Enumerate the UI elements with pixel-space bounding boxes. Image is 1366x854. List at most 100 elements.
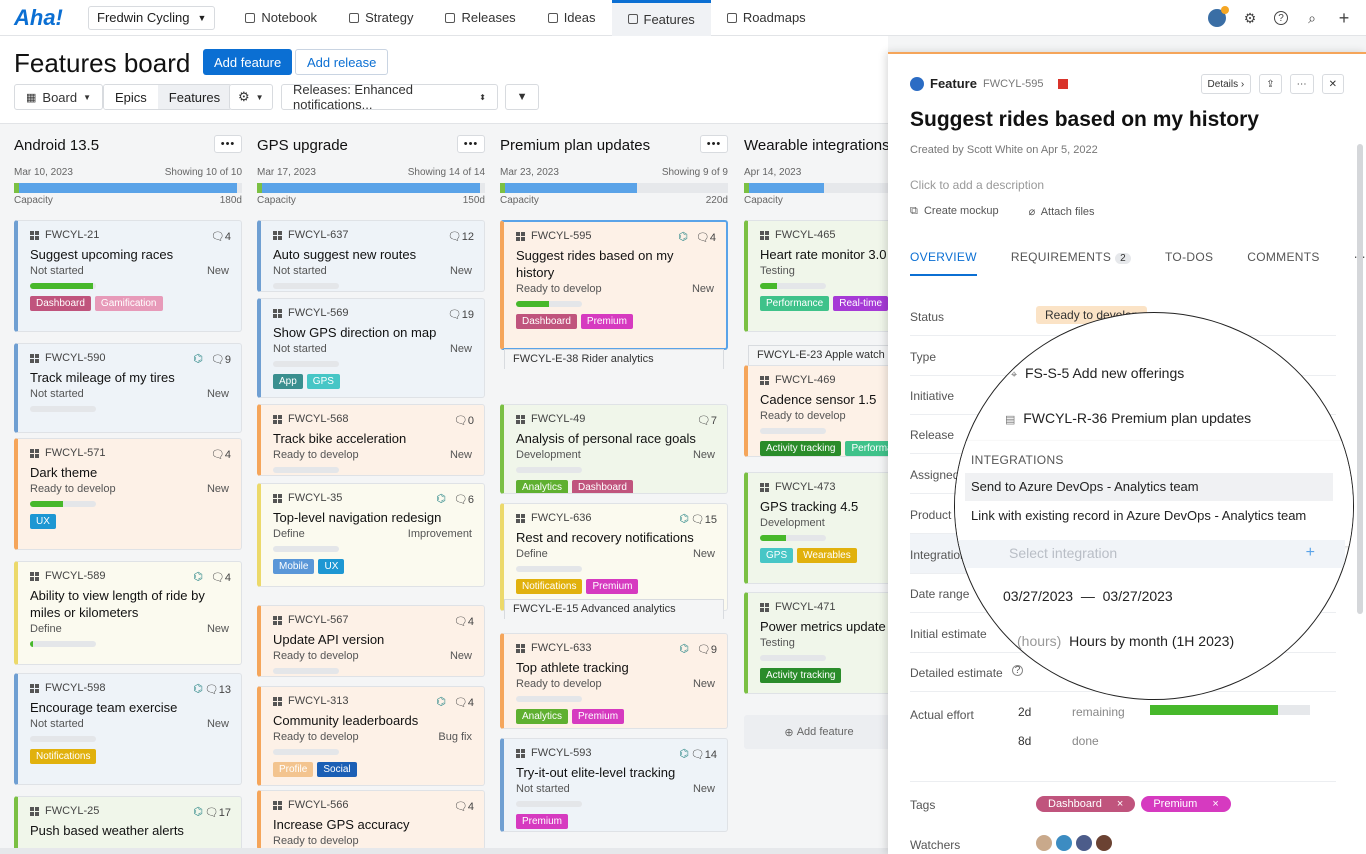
feature-card[interactable]: FWCYL-313 ⌬ 🗨4 Community leaderboards Ready … <box>257 686 485 786</box>
card-title[interactable]: Increase GPS accuracy <box>273 817 410 832</box>
feature-card[interactable]: FWCYL-465 Heart rate monitor 3.0 Testing Pe… <box>744 220 888 332</box>
features-toggle[interactable]: Features <box>157 85 232 109</box>
comment-count[interactable]: 🗨4 <box>696 231 716 244</box>
tag[interactable]: UX <box>30 514 56 529</box>
feature-card[interactable]: FWCYL-636 ⌬ 🗨15 Rest and recovery notificat… <box>500 503 728 611</box>
dependency-icon[interactable]: ⌬ <box>193 571 203 583</box>
comment-count[interactable]: 🗨7 <box>697 414 717 427</box>
tag[interactable]: Gamification <box>94 296 163 311</box>
comment-count[interactable]: 🗨15 <box>691 513 717 526</box>
dependency-icon[interactable]: ⌬ <box>679 513 689 525</box>
tab-todos[interactable]: TO-DOS <box>1165 250 1214 264</box>
card-title[interactable]: Push based weather alerts <box>30 823 184 838</box>
tag[interactable]: Analytics <box>516 480 569 493</box>
dependency-icon[interactable]: ⌬ <box>678 231 688 243</box>
epic-group-header[interactable]: FWCYL-E-23 Apple watch <box>748 345 888 365</box>
add-release-button[interactable]: Add release <box>295 49 389 75</box>
board-view-dropdown[interactable]: ▦ Board ▼ <box>14 84 104 110</box>
add-feature-button[interactable]: Add feature <box>203 49 293 75</box>
card-title[interactable]: Suggest rides based on my history <box>516 248 674 280</box>
tag[interactable]: Premium <box>572 709 625 724</box>
plus-icon[interactable]: + <box>1338 7 1350 28</box>
comment-count[interactable]: 🗨17 <box>205 806 231 819</box>
card-id[interactable]: FWCYL-598 <box>45 682 106 694</box>
card-title[interactable]: Suggest upcoming races <box>30 247 174 262</box>
card-id[interactable]: FWCYL-49 <box>531 413 586 425</box>
column-title[interactable]: Premium plan updates <box>500 137 651 154</box>
card-id[interactable]: FWCYL-569 <box>288 307 349 319</box>
card-id[interactable]: FWCYL-471 <box>775 601 836 613</box>
card-id[interactable]: FWCYL-636 <box>531 512 592 524</box>
tag[interactable]: Premium <box>586 579 639 594</box>
card-id[interactable]: FWCYL-590 <box>45 352 106 364</box>
feature-card[interactable]: FWCYL-590 ⌬ 🗨9 Track mileage of my tires Not… <box>14 343 242 433</box>
select-integration-input[interactable]: Select integration + <box>955 540 1345 568</box>
card-id[interactable]: FWCYL-473 <box>775 481 836 493</box>
tag[interactable]: Profile <box>273 762 314 777</box>
close-icon[interactable]: ✕ <box>1321 74 1344 94</box>
more-options-icon[interactable]: ⋯ <box>1289 74 1314 94</box>
feature-card[interactable]: FWCYL-633 ⌬ 🗨9 Top athlete tracking Ready to… <box>500 633 728 729</box>
send-to-azure-option[interactable]: Send to Azure DevOps - Analytics team <box>965 473 1333 501</box>
tag[interactable]: Wearables <box>797 548 857 563</box>
attach-files-button[interactable]: ⌀ Attach files <box>1029 205 1095 218</box>
card-id[interactable]: FWCYL-465 <box>775 229 836 241</box>
column-title[interactable]: GPS upgrade <box>257 137 348 154</box>
card-id[interactable]: FWCYL-313 <box>288 695 349 707</box>
comment-count[interactable]: 🗨4 <box>211 448 231 461</box>
details-button[interactable]: Details › <box>1200 74 1252 94</box>
workspace-selector[interactable]: Fredwin Cycling ▼ <box>88 5 216 30</box>
feature-title[interactable]: Suggest rides based on my history <box>910 108 1259 131</box>
card-id[interactable]: FWCYL-595 <box>531 230 592 242</box>
tag[interactable]: Notifications <box>516 579 583 594</box>
user-avatar[interactable] <box>1208 6 1229 27</box>
dependency-icon[interactable]: ⌬ <box>193 806 203 818</box>
card-title[interactable]: Heart rate monitor 3.0 <box>760 247 887 262</box>
card-title[interactable]: Rest and recovery notifications <box>516 530 694 545</box>
description-placeholder[interactable]: Click to add a description <box>910 178 1045 192</box>
feature-tag[interactable]: Premium × <box>1141 796 1231 812</box>
more-options-icon[interactable]: ••• <box>214 135 242 153</box>
link-azure-record-option[interactable]: Link with existing record in Azure DevOp… <box>971 508 1307 523</box>
feature-card[interactable]: FWCYL-21 🗨4 Suggest upcoming races Not star… <box>14 220 242 332</box>
column-title[interactable]: Wearable integrations <box>744 137 888 154</box>
share-icon[interactable]: ⇪ <box>1259 74 1282 94</box>
card-id[interactable]: FWCYL-25 <box>45 805 100 817</box>
comment-count[interactable]: 🗨6 <box>454 493 474 506</box>
card-id[interactable]: FWCYL-568 <box>288 413 349 425</box>
epics-toggle[interactable]: Epics <box>104 85 158 109</box>
dependency-icon[interactable]: ⌬ <box>436 493 446 505</box>
feature-card[interactable]: FWCYL-571 🗨4 Dark theme Ready to develop New… <box>14 438 242 550</box>
card-id[interactable]: FWCYL-593 <box>531 747 592 759</box>
feature-card[interactable]: FWCYL-566 🗨4 Increase GPS accuracy Ready to… <box>257 790 485 850</box>
tag[interactable]: Dashboard <box>30 296 91 311</box>
help-icon[interactable]: ? <box>1012 665 1023 676</box>
comment-count[interactable]: 🗨4 <box>211 571 231 584</box>
feature-card[interactable]: FWCYL-49 🗨7 Analysis of personal race goal… <box>500 404 728 494</box>
dependency-icon[interactable]: ⌬ <box>193 353 203 365</box>
feature-card[interactable]: FWCYL-637 🗨12 Auto suggest new routes Not s… <box>257 220 485 292</box>
card-title[interactable]: Update API version <box>273 632 385 647</box>
card-id[interactable]: FWCYL-589 <box>45 570 106 582</box>
board-settings-button[interactable]: ⚙ ▼ <box>229 84 273 110</box>
dependency-icon[interactable]: ⌬ <box>679 643 689 655</box>
nav-tab-roadmaps[interactable]: Roadmaps <box>711 0 822 36</box>
feature-card[interactable]: FWCYL-568 🗨0 Track bike acceleration Ready … <box>257 404 485 476</box>
tag[interactable]: Analytics <box>516 709 569 724</box>
aha-logo[interactable]: Aha! <box>14 4 63 30</box>
tab-overview[interactable]: OVERVIEW <box>910 250 977 276</box>
tab-comments[interactable]: COMMENTS <box>1247 250 1320 264</box>
tag[interactable]: Premium <box>580 314 633 329</box>
card-id[interactable]: FWCYL-566 <box>288 799 349 811</box>
tag[interactable]: Activity tracking <box>760 441 842 456</box>
card-title[interactable]: Track bike acceleration <box>273 431 407 446</box>
tag[interactable]: Activity tracking <box>760 668 842 683</box>
initial-estimate-value[interactable]: (hours) Hours by month (1H 2023) <box>1017 633 1234 649</box>
card-id[interactable]: FWCYL-469 <box>775 374 836 386</box>
done-value[interactable]: 8d <box>1018 734 1032 748</box>
feature-card[interactable]: FWCYL-593 ⌬ 🗨14 Try-it-out elite-level trac… <box>500 738 728 832</box>
comment-count[interactable]: 🗨9 <box>211 353 231 366</box>
tag[interactable]: Performance <box>760 296 830 311</box>
comment-count[interactable]: 🗨9 <box>697 643 717 656</box>
date-start[interactable]: 03/27/2023 <box>1003 588 1074 604</box>
